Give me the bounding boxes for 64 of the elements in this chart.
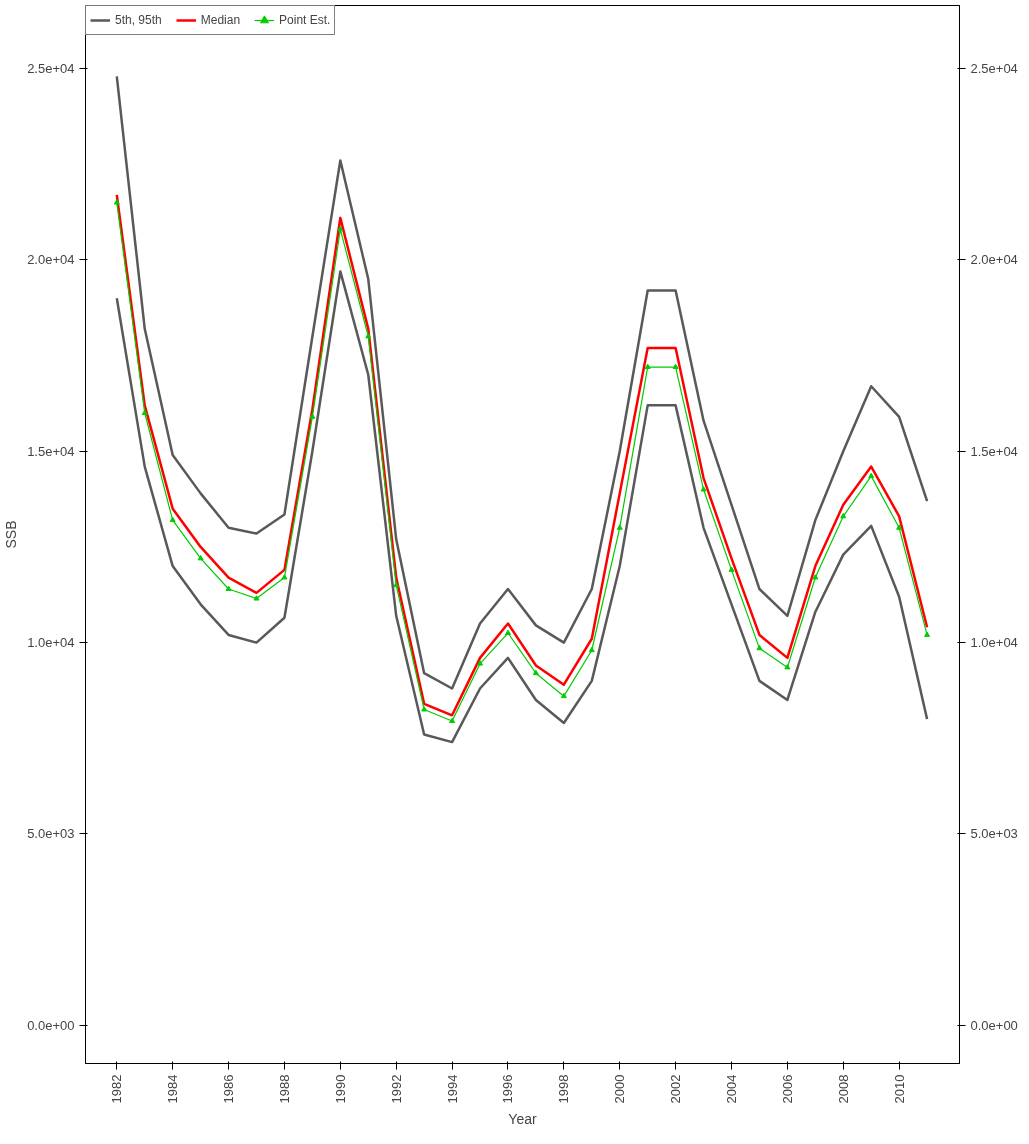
point [756, 644, 763, 651]
point [840, 512, 847, 519]
y-tick-label: 5.0e+03 [27, 826, 75, 842]
y-tick-label: 2.5e+04 [27, 61, 75, 77]
point [253, 595, 260, 601]
legend-label: 5th, 95th [115, 13, 162, 27]
y2-tick-label: 0.0e+00 [970, 1017, 1018, 1033]
point [700, 486, 707, 492]
point [141, 409, 148, 415]
x-tick-label: 1992 [388, 1074, 404, 1104]
y2-tick-label: 2.5e+04 [970, 61, 1018, 77]
point [616, 524, 623, 530]
point [588, 646, 595, 653]
point [672, 363, 679, 370]
point [365, 333, 372, 339]
point [169, 516, 176, 523]
x-axis-title: Year [508, 1111, 537, 1128]
point [532, 669, 539, 676]
point [449, 717, 456, 723]
point [728, 566, 735, 572]
y-axis-title: SSB [3, 520, 20, 549]
x-tick-label: 1988 [276, 1074, 292, 1104]
point [309, 413, 316, 419]
line-series [115, 270, 929, 744]
point [924, 631, 931, 637]
point [477, 660, 484, 666]
point [197, 555, 204, 561]
x-tick-label: 2002 [668, 1074, 684, 1104]
point [337, 225, 344, 232]
point [896, 524, 903, 530]
legend-label: Median [200, 13, 241, 27]
x-tick-label: 1984 [165, 1074, 181, 1104]
point [812, 574, 819, 580]
x-tick-label: 1986 [221, 1074, 237, 1104]
y-tick-label: 1.5e+04 [27, 443, 75, 459]
x-tick-label: 1996 [500, 1074, 516, 1104]
point [784, 664, 791, 670]
x-tick-label: 1982 [109, 1074, 125, 1104]
y-tick-label: 1.0e+04 [27, 635, 75, 651]
y2-tick-label: 1.5e+04 [970, 443, 1018, 459]
point [393, 581, 400, 588]
y2-tick-label: 5.0e+03 [970, 826, 1018, 842]
x-tick-label: 1994 [444, 1074, 460, 1104]
legend-label: Point Est. [279, 13, 331, 27]
point [644, 363, 651, 370]
point [504, 629, 511, 635]
x-tick-label: 2010 [891, 1074, 907, 1104]
point [281, 574, 288, 580]
x-tick-label: 1990 [332, 1074, 348, 1104]
point [225, 585, 232, 591]
y2-tick-label: 2.0e+04 [970, 252, 1018, 268]
point [113, 199, 120, 205]
point [868, 472, 875, 479]
x-tick-label: 1998 [556, 1074, 572, 1104]
line-series [115, 75, 929, 690]
point [421, 706, 428, 712]
y-tick-label: 2.0e+04 [27, 252, 75, 268]
point [560, 692, 567, 699]
y2-tick-label: 1.0e+04 [970, 635, 1018, 651]
y-tick-label: 0.0e+00 [27, 1017, 75, 1033]
x-tick-label: 2000 [612, 1074, 628, 1104]
x-tick-label: 2006 [779, 1074, 795, 1104]
x-tick-label: 2008 [835, 1074, 851, 1104]
x-tick-label: 2004 [724, 1074, 739, 1104]
